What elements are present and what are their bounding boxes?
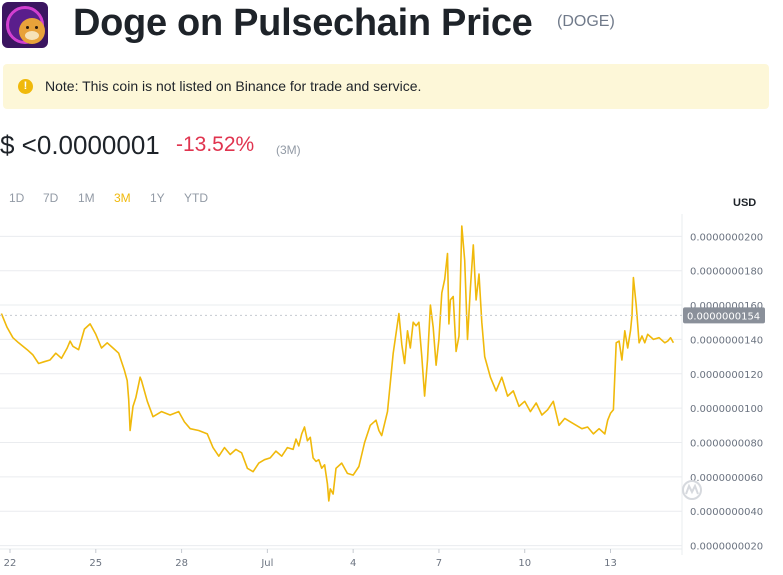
x-tick-label: 10 <box>518 558 531 569</box>
current-price-tag-label: 0.0000000154 <box>687 311 760 322</box>
tab-1m[interactable]: 1M <box>78 191 95 205</box>
x-tick-label: 7 <box>436 558 442 569</box>
y-tick-label: 0.0000000040 <box>690 507 763 518</box>
coin-symbol: (DOGE) <box>557 13 615 30</box>
y-tick-label: 0.0000000140 <box>690 335 763 346</box>
y-tick-label: 0.0000000160 <box>690 301 763 312</box>
x-tick-label: Jul <box>260 558 273 569</box>
currency-label: USD <box>733 197 757 209</box>
x-tick-label: 25 <box>89 558 102 569</box>
tab-ytd[interactable]: YTD <box>184 191 208 205</box>
coin-logo <box>2 2 48 48</box>
tab-1y[interactable]: 1Y <box>150 191 165 205</box>
x-tick-label: 4 <box>350 558 356 569</box>
y-tick-label: 0.0000000020 <box>690 542 763 553</box>
y-tick-label: 0.0000000200 <box>690 232 763 243</box>
current-price: $ <0.0000001 <box>0 130 160 160</box>
change-period: (3M) <box>276 143 301 157</box>
y-tick-label: 0.0000000120 <box>690 370 763 381</box>
y-tick-label: 0.0000000080 <box>690 438 763 449</box>
page-title: Doge on Pulsechain Price <box>73 2 533 44</box>
y-tick-label: 0.0000000060 <box>690 473 763 484</box>
notice-text: Note: This coin is not listed on Binance… <box>45 78 422 94</box>
price-line <box>0 225 675 502</box>
x-tick-label: 22 <box>4 558 17 569</box>
watermark-icon <box>682 480 702 500</box>
tab-7d[interactable]: 7D <box>43 191 59 205</box>
notice-banner: ! Note: This coin is not listed on Binan… <box>3 64 769 109</box>
price-chart-svg[interactable]: 0.00000002000.00000001800.00000001600.00… <box>0 214 783 575</box>
y-tick-label: 0.0000000100 <box>690 404 763 415</box>
warning-icon: ! <box>18 79 33 94</box>
x-tick-label: 13 <box>604 558 617 569</box>
price-chart[interactable]: 0.0000000200 0.0000000180 0.0000000160 0.00… <box>0 214 783 575</box>
page-header: Doge on Pulsechain Price (DOGE) <box>0 0 783 50</box>
current-price-tag <box>683 307 765 324</box>
y-tick-label: 0.0000000180 <box>690 267 763 278</box>
tab-3m[interactable]: 3M <box>114 191 131 205</box>
tab-1d[interactable]: 1D <box>9 191 25 205</box>
price-change: -13.52% <box>176 133 255 156</box>
x-tick-label: 28 <box>175 558 188 569</box>
